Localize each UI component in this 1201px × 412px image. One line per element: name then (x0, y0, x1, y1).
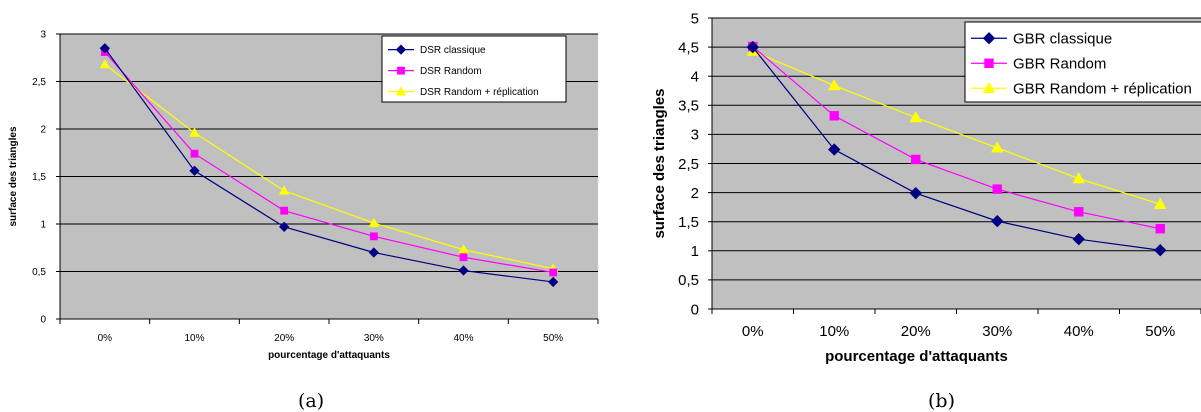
legend-marker (982, 32, 996, 45)
legend-label: GBR Random + réplication (1013, 81, 1192, 98)
x-tick-label: 50% (1145, 323, 1175, 340)
y-tick-label: 5 (691, 10, 699, 27)
series-line-0 (752, 46, 1161, 251)
x-tick-label: 0% (742, 323, 764, 340)
y-tick-label: 1,5 (32, 172, 46, 183)
data-point (1155, 223, 1165, 234)
x-tick-label: 20% (901, 323, 931, 340)
data-point (829, 111, 839, 121)
y-axis-title: surface des triangles (651, 88, 668, 238)
data-point (909, 111, 923, 123)
legend-box (381, 35, 567, 103)
legend-label: DSR Random + réplication (420, 87, 539, 98)
data-point (909, 187, 922, 200)
series-line-2 (104, 63, 554, 270)
data-point (189, 127, 200, 137)
legend-label: DSR classique (420, 45, 486, 56)
legend-label: DSR Random (420, 66, 482, 77)
x-tick-label: 30% (364, 333, 384, 344)
legend-label: GBR classique (1013, 31, 1112, 48)
y-tick-label: 3 (691, 127, 699, 144)
y-tick-label: 1 (40, 220, 46, 231)
data-point (280, 206, 289, 215)
series-line-2 (752, 50, 1161, 205)
data-point (548, 276, 559, 288)
y-axis-title: surface des triangles (8, 126, 19, 226)
x-tick-label: 10% (184, 333, 204, 344)
y-tick-label: 2 (40, 125, 46, 136)
data-point (746, 40, 759, 54)
data-point (368, 217, 380, 227)
legend-marker (395, 44, 407, 55)
x-axis-title: pourcentage d'attaquants (825, 348, 1008, 365)
caption-a: (a) (298, 390, 325, 412)
y-tick-label: 1,5 (678, 214, 699, 231)
data-point (99, 43, 110, 54)
data-point (1072, 232, 1085, 246)
data-point (278, 185, 290, 195)
x-tick-label: 50% (543, 333, 563, 344)
legend-marker (982, 81, 996, 93)
y-tick-label: 1 (691, 243, 699, 260)
y-tick-label: 2,5 (678, 156, 699, 173)
y-tick-label: 2,5 (32, 77, 46, 88)
y-tick-label: 3,5 (678, 98, 699, 115)
data-point (911, 154, 921, 165)
data-point (1153, 197, 1167, 209)
data-point (279, 221, 290, 232)
x-axis-title: pourcentage d'attaquants (268, 350, 390, 361)
y-tick-label: 0 (691, 301, 699, 318)
data-point (369, 232, 378, 241)
data-point (458, 244, 469, 254)
legend-marker (397, 66, 405, 75)
x-tick-label: 20% (274, 333, 294, 344)
x-tick-label: 40% (453, 333, 473, 344)
series-line-1 (104, 51, 554, 274)
data-point (828, 143, 841, 156)
x-tick-label: 40% (1064, 323, 1094, 340)
caption-b: (b) (928, 390, 955, 412)
data-point (992, 184, 1002, 194)
y-tick-label: 3 (40, 30, 46, 41)
x-tick-label: 10% (819, 323, 849, 340)
data-point (1154, 244, 1167, 257)
y-tick-label: 2 (691, 185, 699, 202)
data-point (368, 247, 379, 258)
y-tick-label: 4 (691, 68, 699, 85)
data-point (1074, 207, 1084, 217)
data-point (190, 149, 199, 158)
series-line-1 (752, 46, 1161, 230)
x-tick-label: 0% (98, 333, 113, 344)
data-point (827, 79, 841, 91)
data-point (99, 58, 111, 69)
x-tick-label: 30% (982, 323, 1012, 340)
data-point (990, 141, 1004, 153)
legend-marker (395, 86, 407, 96)
data-point (991, 214, 1004, 228)
data-point (549, 268, 558, 277)
y-tick-label: 0 (40, 315, 46, 326)
data-point (459, 253, 468, 262)
data-point (1072, 172, 1086, 184)
legend-box (964, 21, 1201, 103)
legend-label: GBR Random (1013, 56, 1106, 73)
y-tick-label: 4,5 (678, 39, 699, 56)
data-point (189, 165, 200, 176)
legend-marker (984, 58, 994, 68)
series-line-0 (104, 47, 554, 283)
y-tick-label: 0,5 (32, 267, 46, 278)
data-point (458, 265, 469, 276)
y-tick-label: 0,5 (678, 272, 699, 289)
